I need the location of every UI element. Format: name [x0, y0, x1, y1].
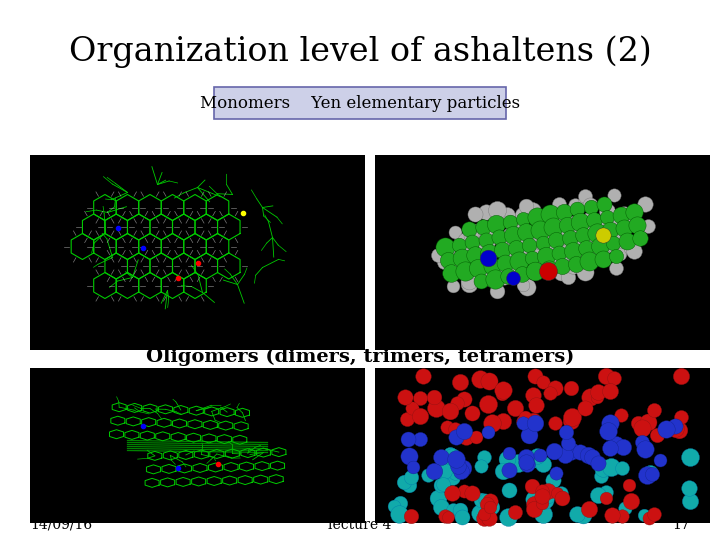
Text: Monomers    Yen elementary particles: Monomers Yen elementary particles [200, 94, 520, 111]
Text: lecture 4: lecture 4 [328, 518, 392, 532]
Bar [375, 155, 710, 350]
Bar [30, 155, 365, 350]
Text: Organization level of ashaltens (2): Organization level of ashaltens (2) [68, 36, 652, 69]
Bar [375, 368, 710, 523]
Text: Oligomers (dimers, trimers, tetramers): Oligomers (dimers, trimers, tetramers) [146, 348, 574, 366]
FancyBboxPatch shape [214, 87, 506, 119]
Text: 14/09/16: 14/09/16 [30, 518, 92, 532]
Bar [30, 368, 365, 523]
Text: 17: 17 [672, 518, 690, 532]
